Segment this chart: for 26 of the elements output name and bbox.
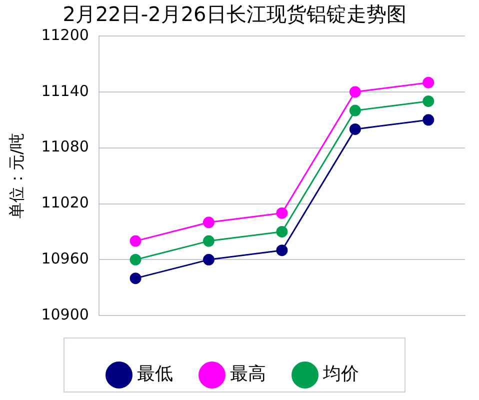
y-axis-title: 单位：元/吨	[6, 133, 26, 218]
point	[130, 254, 142, 266]
point	[130, 235, 142, 247]
y-tick-label: 11080	[41, 138, 89, 156]
y-tick-label: 10900	[41, 305, 89, 324]
point	[422, 114, 434, 126]
point	[349, 86, 361, 98]
y-tick-label: 10960	[41, 250, 89, 268]
point	[349, 104, 361, 116]
legend-label: 最高	[230, 364, 266, 385]
point	[276, 244, 288, 256]
point	[130, 272, 142, 284]
point	[202, 235, 214, 247]
point	[276, 207, 288, 219]
point	[202, 254, 214, 266]
point	[349, 123, 361, 135]
y-tick-label: 11200	[41, 26, 89, 44]
point	[422, 76, 434, 88]
legend-label: 最低	[137, 364, 173, 385]
chart-title: 2月22日-2月26日长江现货铝锭走势图	[62, 2, 406, 26]
y-tick-label: 11140	[41, 82, 89, 100]
point	[202, 216, 214, 228]
point	[276, 226, 288, 238]
y-tick-label: 11020	[41, 194, 89, 212]
point	[422, 95, 434, 107]
legend-label: 均价	[322, 364, 359, 385]
